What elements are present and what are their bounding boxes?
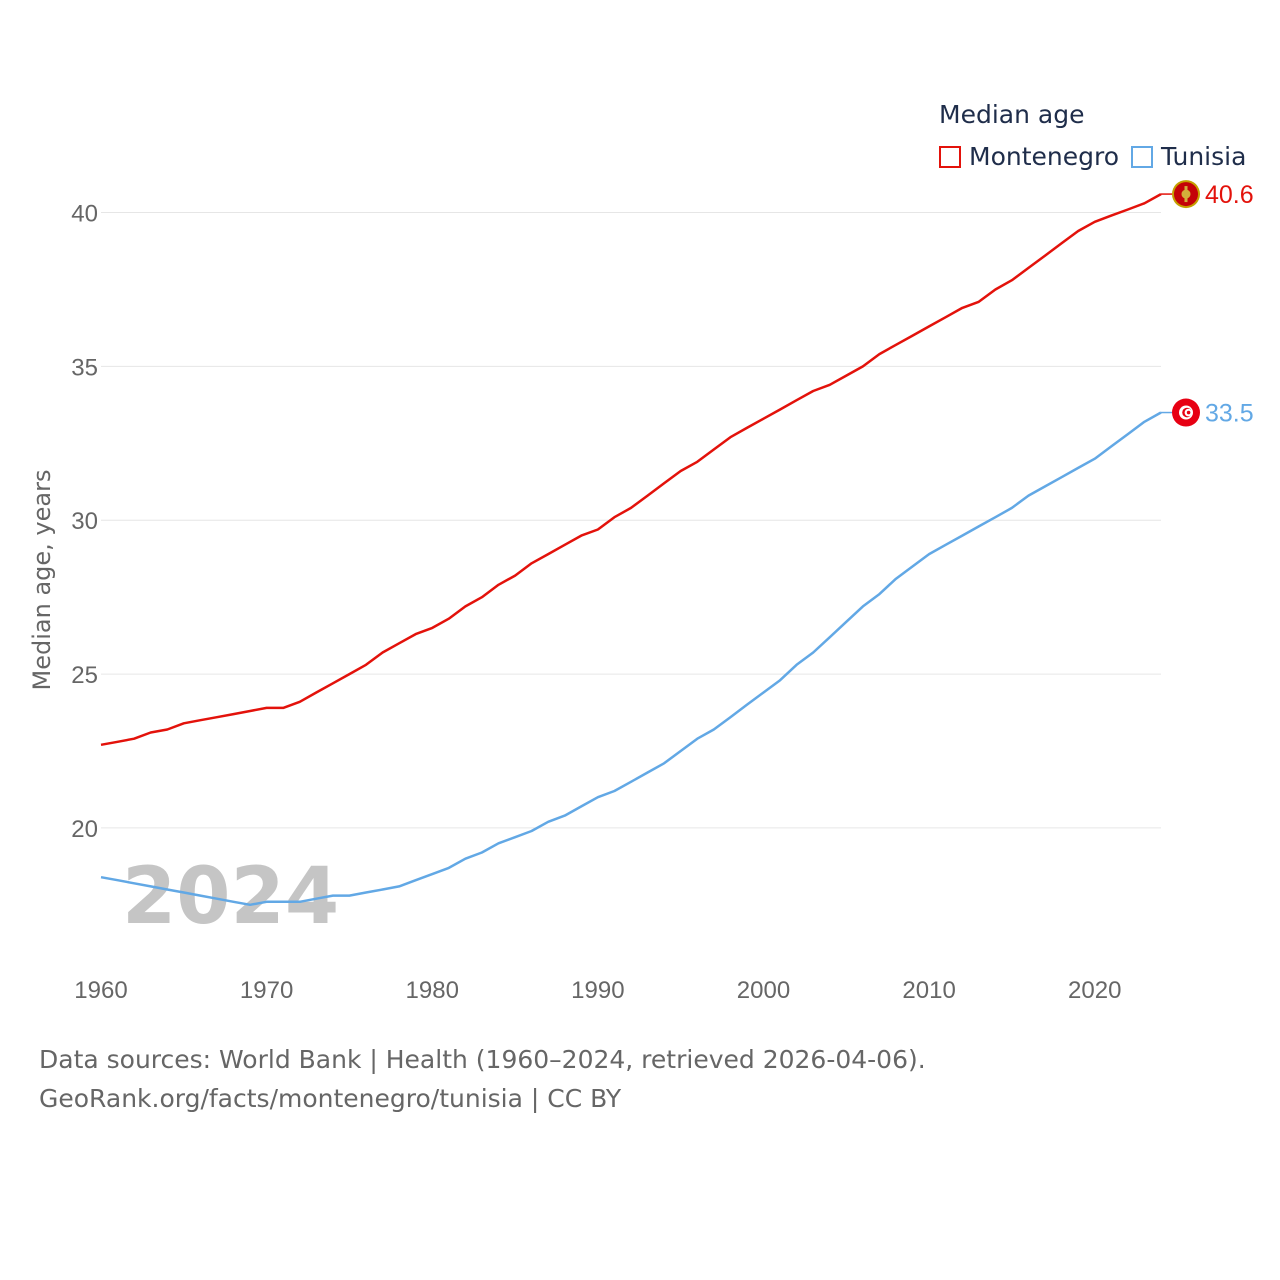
end-label-tunisia: 33.5 [1205, 400, 1254, 428]
x-tick-label: 2000 [737, 977, 790, 1004]
end-label-montenegro: 40.6 [1205, 181, 1254, 209]
y-axis-label: Median age, years [28, 469, 56, 691]
legend-label-montenegro: Montenegro [969, 142, 1120, 171]
legend-swatch-montenegro [939, 145, 961, 168]
x-tick-label: 1980 [406, 977, 459, 1004]
legend-item-tunisia[interactable]: Tunisia [1131, 142, 1246, 171]
series-line-tunisia[interactable] [100, 411, 1162, 907]
y-tick-label: 30 [71, 508, 98, 535]
x-tick-label: 1970 [240, 977, 293, 1004]
footer-link[interactable]: GeoRank.org/facts/montenegro/tunisia | C… [39, 1084, 622, 1113]
y-tick-label: 40 [71, 201, 98, 228]
series-lines [100, 193, 1162, 907]
y-tick-label: 25 [71, 662, 98, 689]
x-tick-label: 2010 [902, 977, 955, 1004]
montenegro-flag-icon [1172, 180, 1200, 209]
x-tick-label: 2020 [1068, 977, 1121, 1004]
year-watermark: 2024 [122, 852, 339, 942]
end-markers: 40.6 33.5 [1161, 180, 1254, 428]
y-axis-ticks: 20 25 30 35 40 [71, 201, 98, 843]
y-tick-label: 35 [71, 354, 98, 381]
legend-item-montenegro[interactable]: Montenegro [939, 142, 1119, 171]
footer-sources: Data sources: World Bank | Health (1960–… [39, 1045, 926, 1074]
y-tick-label: 20 [71, 816, 98, 843]
gridlines [101, 212, 1161, 829]
x-tick-label: 1990 [571, 977, 624, 1004]
x-tick-label: 1960 [74, 977, 127, 1004]
legend-label-tunisia: Tunisia [1161, 142, 1247, 171]
legend-swatch-tunisia [1131, 145, 1153, 168]
series-line-montenegro[interactable] [100, 193, 1162, 747]
legend-title: Median age [939, 100, 1085, 129]
x-axis-ticks: 1960 1970 1980 1990 2000 2010 2020 [74, 977, 1121, 1004]
tunisia-flag-icon [1172, 398, 1200, 427]
